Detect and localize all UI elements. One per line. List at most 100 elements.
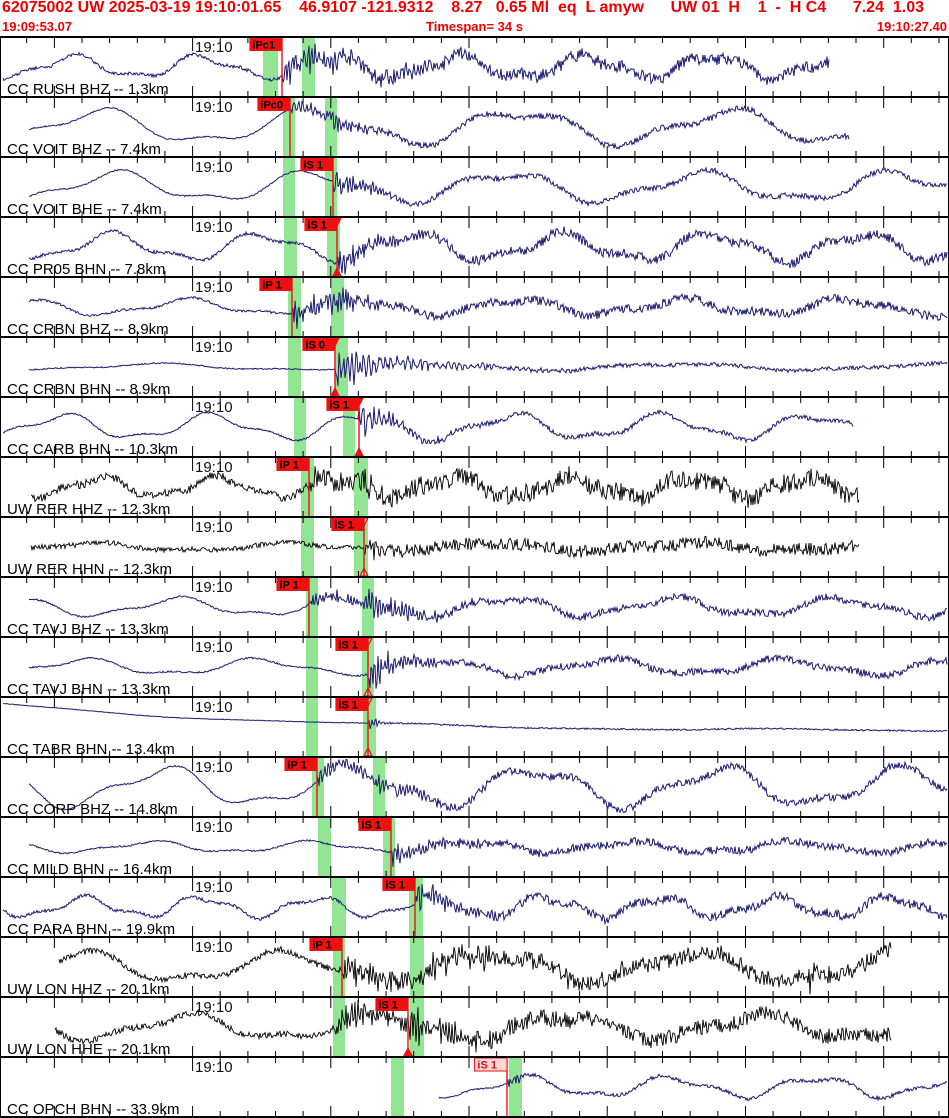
trace-plot[interactable]: 19:10 iP 1 CC CORP BHZ -- 14.8km bbox=[1, 758, 948, 816]
trace-row-mild-bhn[interactable]: 19:10 iS 1 CC MILD BHN -- 16.4km bbox=[1, 816, 948, 876]
phase-pick-label-text: iS 0 bbox=[305, 340, 325, 352]
seismogram-waveform[interactable] bbox=[2, 43, 830, 88]
station-label: CC OPCH BHN -- 33.9km bbox=[7, 1101, 180, 1116]
trace-plot[interactable]: 19:10 iS 1 CC MILD BHN -- 16.4km bbox=[1, 818, 948, 876]
trace-plot[interactable]: 19:10 iS 1 CC VOIT BHE -- 7.4km bbox=[1, 158, 948, 216]
phase-pick-label[interactable] bbox=[473, 1058, 508, 1072]
phase-pick-label-text: iS 1 bbox=[385, 880, 405, 892]
phase-window-band bbox=[391, 1058, 404, 1116]
seismogram-waveform[interactable] bbox=[28, 226, 948, 275]
trace-row-pr05-bhn[interactable]: 19:10 iS 1 CC PR05 BHN -- 7.8km bbox=[1, 216, 948, 276]
trace-row-rer-hhn[interactable]: 19:10 iS 1 UW RER HHN -- 12.3km bbox=[1, 516, 948, 576]
pick-uncertainty-marker-bottom bbox=[403, 1047, 413, 1056]
trace-row-opch-bhn[interactable]: 19:10 iS 1 CC OPCH BHN -- 33.9km bbox=[1, 1056, 948, 1116]
minute-time-label: 19:10 bbox=[195, 399, 233, 416]
minute-time-label: 19:10 bbox=[195, 939, 233, 956]
trace-row-rer-hhz[interactable]: 19:10 iP 1 UW RER HHZ -- 12.3km bbox=[1, 456, 948, 516]
seismogram-waveform[interactable] bbox=[30, 466, 860, 508]
trace-plot[interactable]: 19:10 iP 1 UW RER HHZ -- 12.3km bbox=[1, 458, 948, 516]
phase-pick-label[interactable] bbox=[276, 578, 309, 591]
trace-plot[interactable]: 19:10 iS 0 CC CRBN BHN -- 8.9km bbox=[1, 338, 948, 396]
seismogram-waveform[interactable] bbox=[438, 1072, 948, 1102]
station-label: CC RUSH BHZ -- 1.3km bbox=[7, 81, 169, 96]
phase-pick-label[interactable] bbox=[284, 758, 317, 771]
phase-pick-label[interactable] bbox=[259, 278, 292, 291]
time-ticks bbox=[26, 998, 940, 1056]
seismogram-waveform[interactable] bbox=[28, 588, 947, 623]
trace-plot[interactable]: 19:10 iS 1 CC PR05 BHN -- 7.8km bbox=[1, 218, 948, 276]
trace-plot[interactable]: 19:10 iPc1 CC RUSH BHZ -- 1.3km bbox=[1, 38, 948, 96]
phase-pick-label[interactable] bbox=[302, 338, 335, 351]
time-ticks bbox=[26, 458, 940, 516]
seismogram-waveform[interactable] bbox=[28, 287, 948, 329]
trace-plot[interactable]: 19:10 iS 1 CC TABR BHN -- 13.4km bbox=[1, 698, 948, 756]
seismogram-waveform[interactable] bbox=[28, 759, 948, 814]
phase-pick-label[interactable] bbox=[335, 638, 368, 651]
seismogram-waveform[interactable] bbox=[2, 406, 854, 446]
phase-pick-label[interactable] bbox=[304, 218, 337, 231]
phase-pick-label[interactable] bbox=[249, 38, 282, 51]
trace-plot[interactable]: 19:10 iP 1 CC TAVJ BHZ -- 13.3km bbox=[1, 578, 948, 636]
trace-row-crbn-bhn[interactable]: 19:10 iS 0 CC CRBN BHN -- 8.9km bbox=[1, 336, 948, 396]
seismogram-waveform[interactable] bbox=[58, 942, 892, 995]
trace-plot[interactable]: 19:10 iS 1 CC OPCH BHN -- 33.9km bbox=[1, 1058, 948, 1116]
trace-row-para-bhn[interactable]: 19:10 iS 1 CC PARA BHN -- 19.9km bbox=[1, 876, 948, 936]
trace-row-crbn-bhz[interactable]: 19:10 iP 1 CC CRBN BHZ -- 8.9km bbox=[1, 276, 948, 336]
trace-row-tabr-bhn[interactable]: 19:10 iS 1 CC TABR BHN -- 13.4km bbox=[1, 696, 948, 756]
phase-pick-label[interactable] bbox=[300, 158, 333, 171]
phase-pick-label[interactable] bbox=[335, 698, 368, 711]
minute-time-label: 19:10 bbox=[195, 579, 233, 596]
seismogram-waveform[interactable] bbox=[54, 999, 892, 1053]
phase-pick-label-text: iS 1 bbox=[378, 1000, 398, 1012]
phase-pick-label[interactable] bbox=[382, 878, 415, 891]
phase-pick-label[interactable] bbox=[331, 518, 364, 531]
phase-pick-label[interactable] bbox=[309, 938, 342, 951]
trace-plot[interactable]: 19:10 iP 1 UW LON HHZ -- 20.1km bbox=[1, 938, 948, 996]
seismogram-waveform[interactable] bbox=[28, 351, 948, 387]
trace-row-corp-bhz[interactable]: 19:10 iP 1 CC CORP BHZ -- 14.8km bbox=[1, 756, 948, 816]
seismogram-waveform[interactable] bbox=[28, 836, 948, 868]
trace-row-rush-bhz[interactable]: 19:10 iPc1 CC RUSH BHZ -- 1.3km bbox=[1, 36, 948, 96]
phase-window-band bbox=[333, 998, 345, 1056]
window-start-time: 19:09:53.07 bbox=[2, 19, 73, 34]
trace-plot[interactable]: 19:10 iPc0 CC VOIT BHZ -- 7.4km bbox=[1, 98, 948, 156]
station-label: CC TAVJ BHZ -- 13.3km bbox=[7, 621, 169, 636]
seismogram-waveform[interactable] bbox=[2, 884, 948, 926]
trace-row-lon-hhe[interactable]: 19:10 iS 1 UW LON HHE -- 20.1km bbox=[1, 996, 948, 1056]
trace-row-voit-bhe[interactable]: 19:10 iS 1 CC VOIT BHE -- 7.4km bbox=[1, 156, 948, 216]
phase-pick-label[interactable] bbox=[257, 98, 290, 111]
phase-pick-label[interactable] bbox=[276, 458, 309, 471]
event-summary-header: 62075002 UW 2025-03-19 19:10:01.65 46.91… bbox=[2, 0, 925, 16]
trace-row-tavj-bhz[interactable]: 19:10 iP 1 CC TAVJ BHZ -- 13.3km bbox=[1, 576, 948, 636]
phase-window-band bbox=[383, 818, 395, 876]
trace-plot[interactable]: 19:10 iS 1 UW LON HHE -- 20.1km bbox=[1, 998, 948, 1056]
time-ticks bbox=[26, 818, 940, 876]
trace-plot[interactable]: 19:10 iS 1 UW RER HHN -- 12.3km bbox=[1, 518, 948, 576]
seismogram-waveform[interactable] bbox=[28, 100, 850, 150]
trace-row-voit-bhz[interactable]: 19:10 iPc0 CC VOIT BHZ -- 7.4km bbox=[1, 96, 948, 156]
trace-plot[interactable]: 19:10 iS 1 CC TAVJ BHN -- 13.3km bbox=[1, 638, 948, 696]
phase-window-band bbox=[294, 398, 306, 456]
trace-row-tavj-bhn[interactable]: 19:10 iS 1 CC TAVJ BHN -- 13.3km bbox=[1, 636, 948, 696]
phase-window-band bbox=[373, 758, 385, 816]
trace-row-lon-hhz[interactable]: 19:10 iP 1 UW LON HHZ -- 20.1km bbox=[1, 936, 948, 996]
seismogram-waveform[interactable] bbox=[2, 702, 948, 733]
minute-time-label: 19:10 bbox=[195, 339, 233, 356]
seismogram-waveform[interactable] bbox=[28, 166, 948, 208]
minute-time-label: 19:10 bbox=[195, 519, 233, 536]
station-label: CC CRBN BHN -- 8.9km bbox=[7, 381, 170, 396]
phase-pick-label-text: iS 1 bbox=[307, 220, 327, 232]
station-label: CC CRBN BHZ -- 8.9km bbox=[7, 321, 169, 336]
trace-row-carb-bhn[interactable]: 19:10 iS 1 CC CARB BHN -- 10.3km bbox=[1, 396, 948, 456]
minute-time-label: 19:10 bbox=[195, 819, 233, 836]
phase-pick-label-text: iP 1 bbox=[262, 280, 281, 292]
trace-plot[interactable]: 19:10 iS 1 CC PARA BHN -- 19.9km bbox=[1, 878, 948, 936]
seismogram-waveform[interactable] bbox=[30, 535, 860, 561]
trace-plot[interactable]: 19:10 iS 1 CC CARB BHN -- 10.3km bbox=[1, 398, 948, 456]
seismogram-waveform[interactable] bbox=[28, 650, 948, 689]
phase-pick-label[interactable] bbox=[326, 398, 359, 411]
trace-plot[interactable]: 19:10 iP 1 CC CRBN BHZ -- 8.9km bbox=[1, 278, 948, 336]
phase-pick-label[interactable] bbox=[375, 998, 408, 1011]
phase-pick-label[interactable] bbox=[358, 818, 391, 831]
